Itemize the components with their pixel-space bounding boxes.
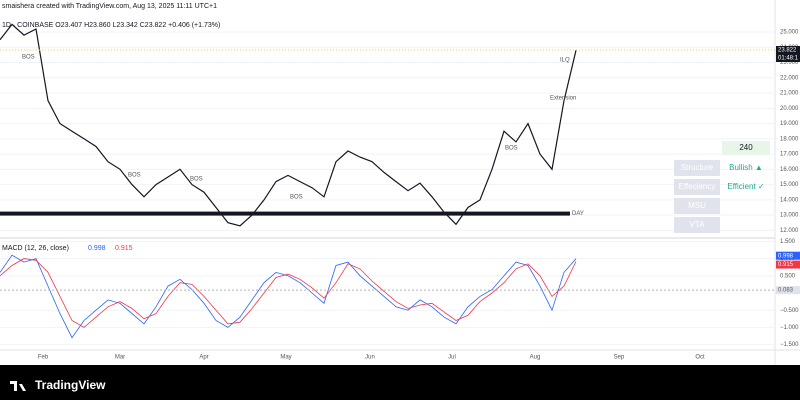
value-label: 0.998: [778, 253, 794, 259]
x-tick-label: Aug: [530, 355, 541, 361]
y-tick-label: 16.000: [780, 167, 799, 173]
y-tick-label: 12.000: [780, 228, 799, 234]
level-label: DAY: [572, 211, 584, 217]
x-tick-label: Jun: [365, 355, 375, 361]
y-tick-label: 19.000: [780, 121, 799, 127]
footer-bar: [0, 365, 800, 400]
value-label: 0.915: [778, 262, 794, 268]
y-tick-label: −1.500: [780, 342, 799, 348]
last-price: 23.822: [778, 48, 797, 54]
macd-title: MACD (12, 26, close): [2, 245, 69, 252]
x-tick-label: Sep: [614, 355, 625, 361]
brand: TradingView: [35, 378, 106, 392]
panel-button: [674, 217, 720, 233]
series-line: [0, 258, 577, 328]
y-tick-label: 1.500: [780, 239, 796, 245]
x-tick-label: Oct: [695, 355, 705, 361]
timeframe: 240: [739, 143, 753, 152]
countdown-badge: [776, 54, 800, 63]
annotation: BOS: [128, 173, 141, 179]
panel-label: VTA: [690, 220, 706, 229]
value-badge: [776, 251, 800, 260]
y-tick-label: 14.000: [780, 197, 799, 203]
hist-badge: [776, 286, 800, 295]
last-price-badge: [776, 46, 800, 55]
legend-value: 0.998: [88, 245, 106, 252]
value-badge: [776, 260, 800, 269]
panel-label: MSU: [688, 201, 706, 210]
annotation: BOS: [22, 55, 35, 61]
y-tick-label: −1.000: [780, 325, 799, 331]
timeframe-cell: [722, 141, 770, 155]
hist-value: 0.083: [778, 288, 794, 294]
y-tick-label: 25.000: [780, 30, 799, 36]
x-tick-label: Feb: [38, 355, 49, 361]
brand-logo: [10, 381, 26, 391]
y-tick-label: 18.000: [780, 136, 799, 142]
panel-label: Effeciency: [679, 182, 716, 191]
annotation: ILQ: [560, 58, 570, 64]
x-tick-label: Mar: [115, 355, 125, 361]
y-tick-label: 17.000: [780, 152, 799, 158]
ohlc-legend: 1D · COINBASE O23.407 H23.860 L23.342 C2…: [2, 22, 220, 29]
y-tick-label: 13.000: [780, 213, 799, 219]
panel-button: [674, 198, 720, 214]
y-tick-label: −0.500: [780, 308, 799, 314]
y-tick-label: 15.000: [780, 182, 799, 188]
panel-button: [674, 179, 720, 195]
panel-button: [674, 160, 720, 176]
panel-status: Bullish ▲: [729, 163, 763, 172]
x-tick-label: Apr: [199, 355, 208, 361]
countdown: 01:48:1: [778, 56, 799, 62]
y-tick-label: 23.000: [780, 60, 799, 66]
y-tick-label: 20.000: [780, 106, 799, 112]
y-tick-label: 0.500: [780, 273, 796, 279]
x-tick-label: Jul: [448, 355, 456, 361]
level-band: [0, 211, 570, 216]
legend-value: 0.915: [115, 245, 133, 252]
y-tick-label: 21.000: [780, 91, 799, 97]
panel-label: Structure: [681, 163, 714, 172]
annotation: Extension: [550, 96, 576, 102]
panel-status: Efficient ✓: [727, 182, 764, 191]
annotation: BOS: [190, 177, 203, 183]
annotation: BOS: [290, 195, 303, 201]
series-line: [0, 23, 577, 227]
annotation: BOS: [505, 146, 518, 152]
credit: smaishera created with TradingView.com, …: [2, 3, 217, 10]
y-tick-label: 22.000: [780, 75, 799, 81]
series-line: [0, 254, 577, 339]
x-tick-label: May: [280, 355, 291, 361]
